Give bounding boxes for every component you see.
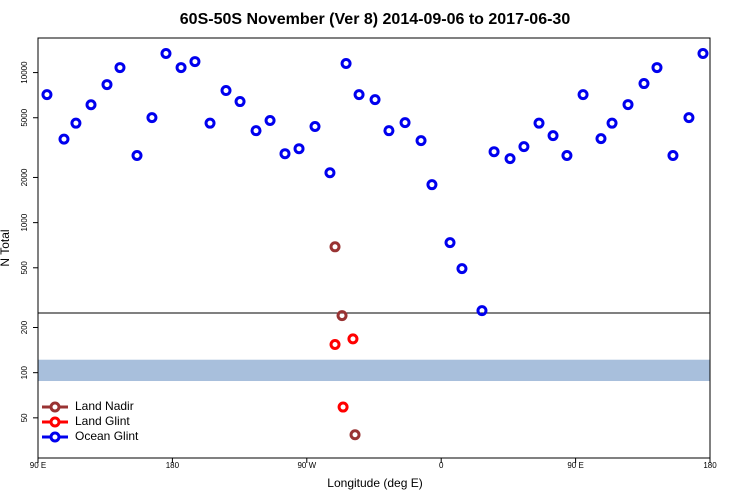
y-tick-label: 5000 bbox=[20, 108, 29, 126]
point bbox=[329, 241, 341, 253]
x-tick-label: 0 bbox=[439, 461, 444, 470]
point bbox=[697, 48, 709, 60]
x-tick-label: 180 bbox=[166, 461, 180, 470]
plot-frame bbox=[37, 37, 711, 459]
point bbox=[595, 133, 607, 145]
legend-label: Land Glint bbox=[75, 414, 130, 428]
y-tick-label: 500 bbox=[20, 261, 29, 275]
point bbox=[638, 78, 650, 90]
point bbox=[606, 117, 618, 129]
point bbox=[131, 150, 143, 162]
point bbox=[533, 117, 545, 129]
point bbox=[336, 310, 348, 322]
point bbox=[667, 150, 679, 162]
point bbox=[220, 85, 232, 97]
x-tick-label: 90 E bbox=[30, 461, 46, 470]
y-tick-label: 200 bbox=[20, 320, 29, 334]
point bbox=[58, 133, 70, 145]
point bbox=[337, 401, 349, 413]
point bbox=[488, 146, 500, 158]
point bbox=[504, 153, 516, 165]
point bbox=[309, 121, 321, 133]
point bbox=[175, 62, 187, 74]
point bbox=[189, 56, 201, 68]
y-axis-label: N Total bbox=[0, 229, 12, 266]
x-tick-label: 90 E bbox=[567, 461, 583, 470]
point bbox=[41, 89, 53, 101]
point bbox=[349, 429, 361, 441]
point bbox=[347, 333, 359, 345]
point bbox=[70, 117, 82, 129]
point bbox=[114, 62, 126, 74]
legend-marker bbox=[49, 416, 61, 428]
legend-marker bbox=[49, 431, 61, 443]
point bbox=[561, 150, 573, 162]
point bbox=[353, 89, 365, 101]
point bbox=[101, 79, 113, 91]
point bbox=[279, 148, 291, 160]
point bbox=[547, 130, 559, 142]
point bbox=[234, 96, 246, 108]
y-tick-label: 2000 bbox=[20, 168, 29, 186]
x-tick-label: 90 W bbox=[297, 461, 316, 470]
legend-marker bbox=[49, 401, 61, 413]
y-tick-label: 50 bbox=[20, 413, 29, 422]
y-tick-label: 1000 bbox=[20, 213, 29, 231]
point bbox=[415, 135, 427, 147]
point bbox=[160, 48, 172, 60]
point bbox=[383, 125, 395, 137]
point bbox=[293, 143, 305, 155]
point bbox=[324, 167, 336, 179]
x-tick-label: 180 bbox=[703, 461, 717, 470]
legend-label: Land Nadir bbox=[75, 399, 134, 413]
point bbox=[444, 237, 456, 249]
point bbox=[250, 125, 262, 137]
point bbox=[146, 112, 158, 124]
x-axis-label: Longitude (deg E) bbox=[327, 476, 422, 490]
point bbox=[622, 99, 634, 111]
point bbox=[329, 339, 341, 351]
y-tick-label: 10000 bbox=[20, 61, 29, 84]
point bbox=[85, 99, 97, 111]
point bbox=[426, 179, 438, 191]
band bbox=[38, 359, 710, 382]
chart-title: 60S-50S November (Ver 8) 2014-09-06 to 2… bbox=[180, 11, 571, 28]
point bbox=[399, 117, 411, 129]
legend-label: Ocean Glint bbox=[75, 429, 139, 443]
point bbox=[456, 263, 468, 275]
point bbox=[683, 112, 695, 124]
point bbox=[264, 115, 276, 127]
point bbox=[518, 141, 530, 153]
point bbox=[204, 117, 216, 129]
point bbox=[651, 62, 663, 74]
y-tick-label: 100 bbox=[20, 365, 29, 379]
point bbox=[476, 305, 488, 317]
point bbox=[340, 57, 352, 69]
point bbox=[577, 89, 589, 101]
point bbox=[369, 94, 381, 106]
